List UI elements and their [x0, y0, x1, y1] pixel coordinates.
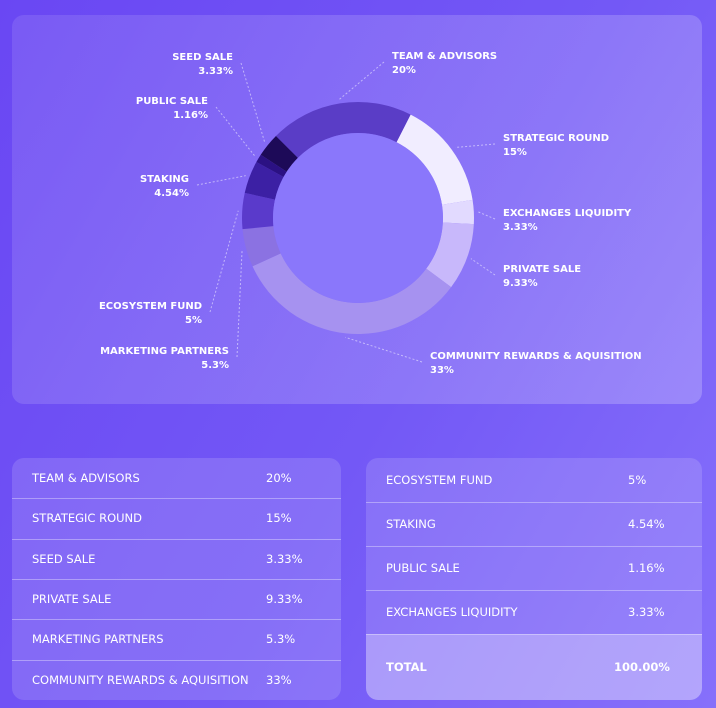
slice — [275, 102, 411, 158]
slice — [260, 135, 298, 172]
chart: TEAM & ADVISORS 20% STRATEGIC ROUND 15% EXCH… — [99, 51, 642, 376]
row-separator — [366, 590, 702, 591]
leader-line — [236, 249, 243, 358]
row-name: PUBLIC SALE — [386, 561, 460, 575]
leader-line — [209, 210, 239, 313]
row-name: TEAM & ADVISORS — [32, 471, 140, 486]
table-right: ECOSYSTEM FUND 5% STAKING 4.54% PUBLIC SALE 1… — [366, 458, 702, 700]
row-value: 20% — [266, 471, 292, 486]
total-row: TOTAL 100.00% — [366, 634, 702, 700]
row-value: 5.3% — [266, 632, 296, 647]
row-name: MARKETING PARTNERS — [32, 632, 164, 647]
table-row: PUBLIC SALE 1.16% — [366, 546, 702, 590]
label-name: SEED SALE — [172, 52, 233, 63]
row-separator — [366, 502, 702, 503]
row-name: COMMUNITY REWARDS & AQUISITION — [32, 672, 249, 687]
slice — [252, 253, 452, 334]
slice — [244, 162, 284, 200]
table-row: ECOSYSTEM FUND 5% — [366, 458, 702, 502]
label-name: COMMUNITY REWARDS & AQUISITION — [430, 351, 642, 362]
row-name: PRIVATE SALE — [32, 592, 112, 607]
row-value: 9.33% — [266, 592, 303, 607]
label-name: MARKETING PARTNERS — [100, 346, 229, 357]
slice — [242, 226, 281, 267]
leader-line — [345, 336, 423, 363]
label-name: EXCHANGES LIQUIDITY — [503, 208, 632, 219]
leader-line — [470, 258, 496, 276]
row-separator — [366, 634, 702, 635]
label-value: 20% — [392, 65, 416, 76]
row-separator — [12, 619, 341, 621]
label-name: STAKING — [140, 174, 189, 185]
label-value: 5% — [185, 315, 202, 326]
table-row: STRATEGIC ROUND 15% — [12, 498, 341, 538]
label-name: TEAM & ADVISORS — [392, 51, 497, 62]
label-value: 9.33% — [503, 278, 538, 289]
leader-line — [477, 211, 496, 220]
row-value: 5% — [628, 473, 647, 487]
total-value: 100.00% — [614, 660, 670, 674]
leader-line — [215, 106, 256, 157]
leader-line — [240, 62, 266, 143]
row-name: ECOSYSTEM FUND — [386, 473, 493, 487]
row-name: SEED SALE — [32, 551, 96, 566]
table-row: COMMUNITY REWARDS & AQUISITION 33% — [12, 660, 341, 700]
label-name: STRATEGIC ROUND — [503, 133, 609, 144]
label-value: 4.54% — [154, 188, 189, 199]
row-value: 3.33% — [628, 605, 665, 619]
label-name: ECOSYSTEM FUND — [99, 301, 202, 312]
label-value: 5.3% — [201, 360, 229, 371]
table-row: MARKETING PARTNERS 5.3% — [12, 619, 341, 659]
row-separator — [12, 578, 341, 580]
row-separator — [12, 659, 341, 661]
leader-line — [196, 175, 246, 186]
row-value: 4.54% — [628, 517, 665, 531]
leader-line — [338, 61, 385, 100]
label-value: 3.33% — [503, 222, 538, 233]
label-value: 3.33% — [198, 66, 233, 77]
row-value: 1.16% — [628, 561, 665, 575]
table-row: PRIVATE SALE 9.33% — [12, 579, 341, 619]
slice — [396, 114, 473, 205]
leader-line — [455, 143, 496, 148]
table-row: STAKING 4.54% — [366, 502, 702, 546]
slice — [426, 222, 474, 288]
table-row: SEED SALE 3.33% — [12, 539, 341, 579]
row-separator — [12, 538, 341, 540]
total-name: TOTAL — [386, 660, 427, 674]
row-separator — [12, 498, 341, 500]
label-value: 33% — [430, 365, 454, 376]
table-left: TEAM & ADVISORS 20% STRATEGIC ROUND 15% SEED… — [12, 458, 341, 700]
row-name: STAKING — [386, 517, 436, 531]
row-name: EXCHANGES LIQUIDITY — [386, 605, 518, 619]
row-name: STRATEGIC ROUND — [32, 511, 143, 526]
row-value: 3.33% — [266, 551, 303, 566]
slice — [242, 192, 276, 230]
table-row: EXCHANGES LIQUIDITY 3.33% — [366, 590, 702, 634]
label-name: PRIVATE SALE — [503, 264, 581, 275]
label-value: 1.16% — [173, 110, 208, 121]
row-value: 33% — [266, 672, 292, 687]
table-row: TEAM & ADVISORS 20% — [12, 458, 341, 498]
slice — [441, 199, 474, 225]
row-value: 15% — [266, 511, 292, 526]
donut-hole — [273, 133, 443, 303]
label-value: 15% — [503, 147, 527, 158]
slice — [256, 154, 287, 178]
chart-card: TEAM & ADVISORS 20% STRATEGIC ROUND 15% EXCH… — [12, 15, 702, 404]
row-separator — [366, 546, 702, 547]
label-name: PUBLIC SALE — [136, 96, 208, 107]
